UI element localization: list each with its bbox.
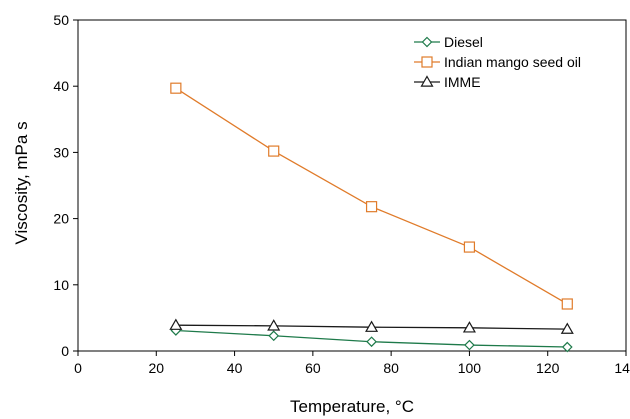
data-point — [464, 339, 475, 351]
data-point — [366, 336, 377, 348]
data-point — [561, 341, 573, 353]
data-point — [267, 319, 281, 331]
series-1 — [170, 82, 573, 310]
data-point — [169, 318, 183, 330]
y-tick-label: 0 — [61, 343, 69, 359]
data-point — [268, 330, 280, 342]
legend: Diesel Indian mango seed oil IMME — [414, 34, 581, 90]
ticks: 0 20 40 60 80 100 120 140 0 10 20 30 40 50 — [53, 12, 630, 376]
x-tick-label: 60 — [305, 360, 321, 376]
series-2 — [169, 318, 574, 334]
data-point — [463, 241, 476, 253]
legend-label: IMME — [444, 74, 481, 90]
x-tick-label: 20 — [148, 360, 164, 376]
data-point — [365, 320, 379, 332]
y-tick-label: 20 — [53, 211, 69, 227]
series-layer — [169, 82, 574, 353]
x-tick-label: 140 — [614, 360, 630, 376]
data-point — [561, 298, 573, 310]
legend-marker — [421, 56, 433, 68]
axes — [77, 19, 627, 352]
y-tick-label: 50 — [53, 12, 69, 28]
legend-marker — [421, 36, 433, 48]
data-point — [560, 322, 574, 334]
x-tick-label: 0 — [74, 360, 82, 376]
x-tick-label: 100 — [458, 360, 482, 376]
y-tick-label: 30 — [53, 144, 69, 160]
y-axis-title: Viscosity, mPa s — [12, 121, 31, 244]
x-tick-label: 120 — [536, 360, 560, 376]
legend-entry: Diesel — [414, 34, 483, 50]
data-point — [462, 321, 476, 333]
y-tick-label: 40 — [53, 78, 69, 94]
x-axis-title: Temperature, °C — [290, 397, 414, 416]
data-point — [268, 145, 280, 157]
data-point — [170, 82, 182, 94]
x-tick-label: 40 — [227, 360, 243, 376]
series-line — [175, 87, 568, 305]
plot-frame — [77, 19, 627, 352]
legend-label: Indian mango seed oil — [444, 54, 581, 70]
data-point — [365, 201, 378, 213]
y-tick-label: 10 — [53, 277, 69, 293]
legend-marker — [420, 75, 434, 87]
legend-entry: Indian mango seed oil — [414, 54, 581, 70]
legend-label: Diesel — [444, 34, 483, 50]
legend-entry: IMME — [414, 74, 481, 90]
x-tick-label: 80 — [383, 360, 399, 376]
